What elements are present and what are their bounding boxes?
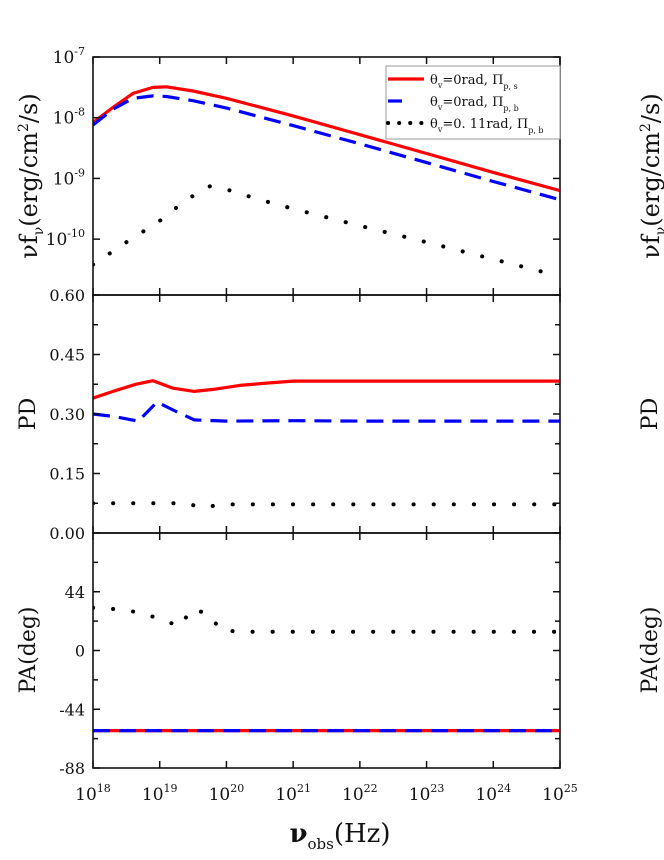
text-part: θ [430,117,438,132]
y-tick-label: 0.00 [49,524,85,543]
text-part: -9 [74,166,85,179]
text-part: 23 [430,782,444,795]
text-part: 10 [53,169,75,189]
y-tick-label: 0.15 [49,465,85,484]
panel-frame-PA [92,532,561,769]
text-part: 21 [297,782,311,795]
series-PA-dotted [93,605,560,634]
text-part: 20 [230,782,244,795]
text-part: -8 [74,106,85,119]
text-part: θ [430,73,438,88]
text-part: 22 [364,782,378,795]
text-part: (erg/cm [637,132,664,227]
text-part: ν [31,227,47,236]
panel-PD [93,379,560,511]
y-axis-label: PD [16,398,41,430]
text-part: p, b [503,104,518,113]
y-tick-label: 44 [65,583,85,602]
axes: 1018 1019 1020 1021 1022 1023 1024 102510-710-8… [46,45,578,805]
text-part: v [437,81,443,90]
text-part: 10 [46,230,68,250]
legend-label: θv=0rad, Πp, b [430,95,519,113]
x-tick-label: 1018 [75,782,111,805]
x-tick-label: 1020 [209,782,245,805]
text-part: /s) [15,93,43,123]
text-part: 10 [542,785,564,805]
text-part: =0rad, Π [442,73,503,88]
axis-labels: νfν(erg/cm2/s)PDPA(deg)νfν(erg/cm2/s)PDP… [15,93,664,853]
y-tick-label: 0.60 [49,286,85,305]
panel-PA [93,605,560,733]
text-part: 24 [497,782,511,795]
text-part: p, s [503,82,517,91]
y-tick-label: 0.45 [49,346,85,365]
plot-area [93,85,560,733]
y-axis-label: PA(deg) [16,606,41,693]
y-tick-label: 0.30 [49,405,85,424]
text-part: 25 [564,782,578,795]
text-part: 10 [53,48,75,68]
text-part: νf [15,233,43,259]
y-axis-label: PA(deg) [638,606,663,693]
series-PD-dotted [93,501,560,511]
text-part: 10 [209,785,231,805]
text-part: 10 [409,785,431,805]
text-part: -10 [67,227,85,240]
text-part: θ [430,95,438,110]
legend: θv=0rad, Πp, sθv=0rad, Πp, bθv=0. 11rad,… [385,65,561,140]
x-axis-label: νobs(Hz) [289,819,390,853]
text-part: 10 [475,785,497,805]
x-tick-label: 1023 [409,782,445,805]
y-tick-label: 10-9 [53,166,85,189]
text-part: (erg/cm [15,132,43,227]
series-spectrum-solid [93,85,560,193]
text-part: =0rad, Π [442,95,503,110]
text-part: νf [637,233,664,259]
series-spectrum-dotted [93,184,560,279]
series-PD-dashed [93,400,560,423]
text-part: v [437,103,443,112]
panel-frame-PD [92,294,561,534]
legend-label: θv=0. 11rad, Πp, b [430,117,544,135]
text-part: /s) [637,93,664,123]
legend-label: θv=0rad, Πp, s [430,73,518,91]
y-axis-label: PD [638,398,663,430]
text-part: v [437,125,443,134]
y-axis-label: νfν(erg/cm2/s) [15,93,47,258]
text-part: p, b [528,126,543,135]
text-part: 10 [342,785,364,805]
text-part: 10 [275,785,297,805]
y-tick-label: 10-7 [53,45,85,68]
y-tick-label: 10-8 [53,106,85,129]
x-tick-label: 1025 [542,782,578,805]
text-part: obs [308,835,334,853]
text-part: (Hz) [334,819,391,849]
text-part: =0. 11rad, Π [442,117,528,132]
text-part: 19 [164,782,178,795]
text-part: ν [289,819,307,849]
y-tick-label: -88 [59,759,85,778]
series-PD-solid [93,379,560,400]
y-tick-label: -44 [59,700,85,719]
text-part: 18 [97,782,111,795]
x-tick-label: 1022 [342,782,378,805]
text-part: -7 [74,45,85,58]
text-part: ν [653,227,664,236]
text-part: 10 [75,785,97,805]
text-part: 2 [16,123,32,132]
x-tick-label: 1021 [275,782,311,805]
text-part: 10 [142,785,164,805]
y-axis-label: νfν(erg/cm2/s) [637,93,664,258]
panel-spectrum [93,85,560,279]
x-tick-label: 1019 [142,782,178,805]
text-part: 10 [53,109,75,129]
y-tick-label: 10-10 [46,227,85,250]
text-part: 2 [638,123,654,132]
y-tick-label: 0 [75,642,85,661]
x-tick-label: 1024 [475,782,511,805]
